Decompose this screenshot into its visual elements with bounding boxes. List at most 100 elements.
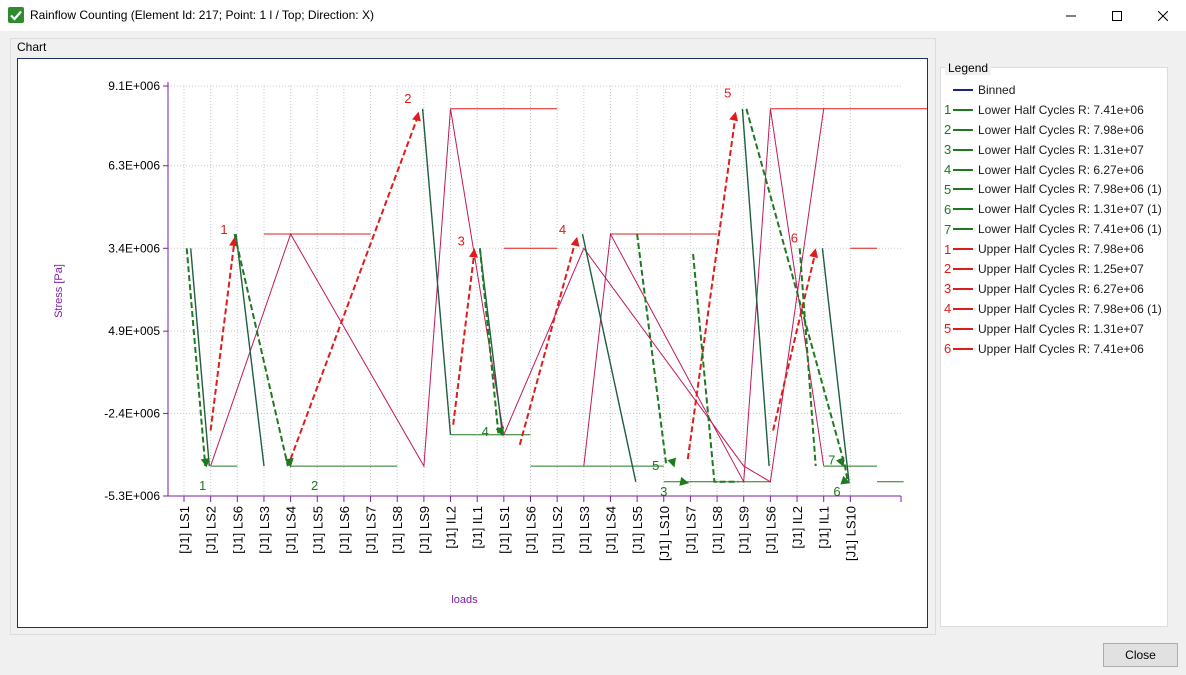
x-tick-label: [J1] LS8 xyxy=(390,506,405,554)
x-tick-label: [J1] LS9 xyxy=(417,506,432,554)
upper-half-cycle xyxy=(209,239,236,431)
legend-item-number: 7 xyxy=(944,221,952,237)
legend-group xyxy=(940,67,1168,627)
x-tick-label: [J1] LS3 xyxy=(257,506,272,554)
minimize-button[interactable] xyxy=(1048,0,1094,31)
upper-cycle-label: 5 xyxy=(724,85,731,100)
legend-item-label: Binned xyxy=(978,82,1016,97)
upper-cycle-label: 2 xyxy=(404,91,411,106)
upper-cycle-arrowhead xyxy=(469,248,478,258)
upper-half-cycle xyxy=(686,114,737,460)
y-tick-label: 3.4E+006 xyxy=(108,241,160,255)
x-tick-label: [J1] LS4 xyxy=(603,506,618,554)
x-tick-label: [J1] LS1 xyxy=(497,506,512,554)
binned-line xyxy=(190,248,210,467)
x-tick-label: [J1] LS6 xyxy=(763,506,778,554)
legend-item-number: 5 xyxy=(944,321,952,337)
legend-swatch xyxy=(953,228,973,231)
legend-swatch xyxy=(953,188,973,191)
legend-item-label: Upper Half Cycles R: 7.98e+06 xyxy=(978,242,1144,257)
lower-cycle-label: 3 xyxy=(660,484,667,499)
y-axis-title: Stress [Pa] xyxy=(53,264,65,318)
x-tick-label: [J1] LS8 xyxy=(710,506,725,554)
lower-half-cycle xyxy=(798,248,817,467)
chart-group xyxy=(10,38,936,635)
legend-item: 3 Upper Half Cycles R: 6.27e+06 xyxy=(944,279,1166,299)
legend-item: Binned xyxy=(944,80,1166,100)
legend-item: 5 Upper Half Cycles R: 1.31e+07 xyxy=(944,319,1166,339)
legend-item: 2 Lower Half Cycles R: 7.98e+06 xyxy=(944,120,1166,140)
x-tick-label: [J1] LS6 xyxy=(524,506,539,554)
legend-item-number: 6 xyxy=(944,341,952,357)
legend-item-label: Lower Half Cycles R: 1.31e+07 (1) xyxy=(978,202,1162,217)
legend-item: 6 Lower Half Cycles R: 1.31e+07 (1) xyxy=(944,199,1166,219)
legend-swatch xyxy=(953,108,973,111)
upper-cycle-label: 4 xyxy=(559,222,566,237)
binned-line xyxy=(235,234,265,467)
upper-cycle-label: 6 xyxy=(791,231,798,246)
load-history-line xyxy=(210,108,825,483)
legend-item-label: Upper Half Cycles R: 6.27e+06 xyxy=(978,281,1144,296)
upper-cycle-arrowhead xyxy=(570,236,580,247)
legend-swatch xyxy=(953,248,973,251)
upper-cycle-label: 3 xyxy=(458,233,465,248)
upper-cycle-arrowhead xyxy=(729,111,739,122)
x-tick-label: [J1] LS2 xyxy=(550,506,565,554)
binned-line xyxy=(741,108,770,467)
lower-cycle-label: 7 xyxy=(828,452,835,467)
binned-line xyxy=(581,233,637,482)
title-bar: Rainflow Counting (Element Id: 217; Poin… xyxy=(0,0,1186,31)
y-tick-label: -5.3E+006 xyxy=(104,489,160,503)
x-tick-label: [J1] LS6 xyxy=(230,506,245,554)
legend-item-label: Lower Half Cycles R: 7.41e+06 xyxy=(978,102,1144,117)
legend-item-number: 4 xyxy=(944,301,952,317)
legend-item-label: Lower Half Cycles R: 1.31e+07 xyxy=(978,142,1144,157)
legend-item-number: 1 xyxy=(944,102,952,118)
legend-item-number: 1 xyxy=(944,241,952,257)
chart-group-label: Chart xyxy=(14,40,50,54)
y-tick-label: -2.4E+006 xyxy=(104,406,160,420)
x-tick-label: [J1] LS4 xyxy=(284,506,299,554)
close-window-button[interactable] xyxy=(1140,0,1186,31)
legend-item-label: Upper Half Cycles R: 7.41e+06 xyxy=(978,341,1144,356)
legend-item: 4 Upper Half Cycles R: 7.98e+06 (1) xyxy=(944,299,1166,319)
legend-swatch xyxy=(953,208,973,211)
x-tick-label: [J1] LS7 xyxy=(364,506,379,554)
legend-swatch xyxy=(953,307,973,310)
minimize-icon xyxy=(1066,15,1076,16)
legend-item: 7 Lower Half Cycles R: 7.41e+06 (1) xyxy=(944,219,1166,239)
lower-half-cycle xyxy=(185,248,207,467)
legend-item-number: 2 xyxy=(944,122,952,138)
lower-cycle-arrowhead xyxy=(836,456,845,467)
maximize-button[interactable] xyxy=(1094,0,1140,31)
legend-item-number: 2 xyxy=(944,261,952,277)
legend-item: 3 Lower Half Cycles R: 1.31e+07 xyxy=(944,140,1166,160)
x-tick-label: [J1] IL2 xyxy=(444,506,459,549)
legend-item-label: Lower Half Cycles R: 6.27e+06 xyxy=(978,162,1144,177)
x-tick-label: [J1] LS10 xyxy=(843,506,858,561)
y-tick-label: 4.9E+005 xyxy=(108,324,160,338)
x-tick-label: [J1] LS6 xyxy=(337,506,352,554)
y-tick-label: 9.1E+006 xyxy=(108,79,160,93)
lower-cycle-arrowhead xyxy=(495,426,505,437)
legend-item: 1 Upper Half Cycles R: 7.98e+06 xyxy=(944,239,1166,259)
upper-half-cycle xyxy=(518,239,577,446)
x-tick-label: [J1] LS9 xyxy=(737,506,752,554)
legend-group-label: Legend xyxy=(945,61,992,75)
close-icon xyxy=(1158,10,1168,21)
lower-half-cycle xyxy=(233,233,289,467)
close-button[interactable]: Close xyxy=(1103,643,1178,667)
upper-cycle-label: 1 xyxy=(220,222,227,237)
upper-cycle-arrowhead xyxy=(229,236,239,247)
legend-item: 2 Upper Half Cycles R: 1.25e+07 xyxy=(944,259,1166,279)
lower-half-cycle xyxy=(745,108,849,482)
x-tick-label: [J1] IL1 xyxy=(470,506,485,549)
upper-half-cycle xyxy=(452,250,476,425)
lower-cycle-label: 4 xyxy=(482,424,489,439)
lower-cycle-label: 5 xyxy=(652,458,659,473)
x-tick-label: [J1] LS5 xyxy=(630,506,645,554)
legend-list: Binned 1 Lower Half Cycles R: 7.41e+06 2 Low… xyxy=(944,80,1166,358)
lower-half-cycle xyxy=(692,253,739,483)
lower-cycle-arrowhead xyxy=(200,457,210,468)
legend-swatch xyxy=(953,148,973,151)
